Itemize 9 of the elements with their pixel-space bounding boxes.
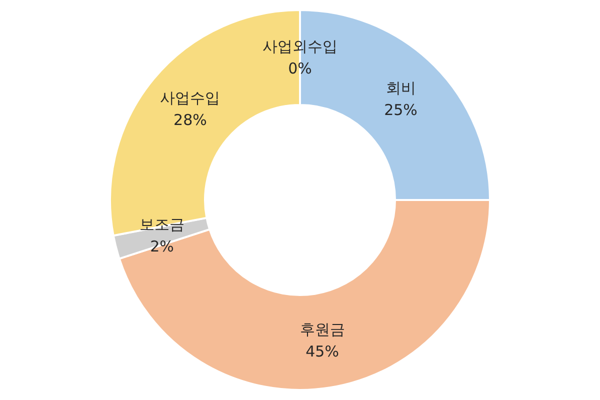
text: 0% xyxy=(288,60,312,78)
data-label: 45% xyxy=(306,342,339,361)
slice-label: 후원금 xyxy=(300,320,345,339)
slice-label: 사업수입 xyxy=(160,89,220,108)
slice-label: 회비 xyxy=(386,79,416,98)
category-label: 사업외수입 xyxy=(262,38,338,56)
data-label: 25% xyxy=(384,101,418,120)
data-label: 28% xyxy=(174,111,207,130)
data-label: 2% xyxy=(150,237,174,256)
